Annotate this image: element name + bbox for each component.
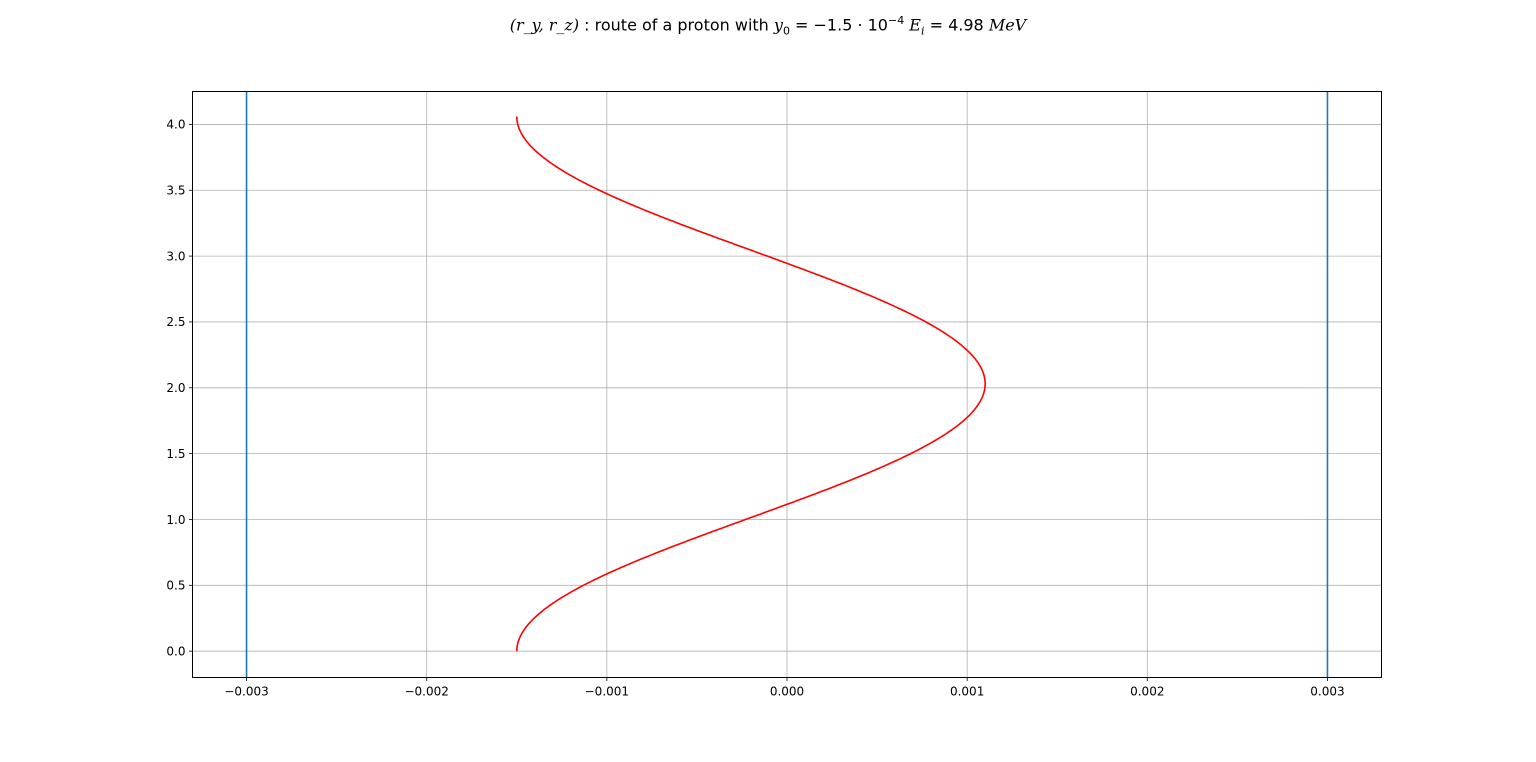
y-tick-label: 2.5 [166,315,185,329]
title-ei-unit: MeV [988,15,1027,35]
x-tick-label: 0.000 [770,685,804,699]
title-sep: : [579,15,595,35]
y-tick-label: 3.0 [166,249,185,263]
title-ei-eq: = 4.98 [924,15,989,35]
y-tick-label: 0.5 [166,579,185,593]
boundary-lines [245,91,1329,678]
y-tick-label: 1.5 [166,447,185,461]
x-tick-label: 0.001 [950,685,984,699]
title-text: route of a proton with [594,15,774,35]
proton-route-line [515,116,986,652]
title-y0-eq: = −1.5 · 10 [789,15,888,35]
title-y0-exp: −4 [887,14,905,27]
title-lhs: (r_y, r_z) [509,15,580,35]
x-tick-label: 0.002 [1130,685,1164,699]
title-ei-symbol: E [909,15,921,35]
x-tick-label: −0.001 [585,685,629,699]
x-tick-label: 0.003 [1310,685,1344,699]
title-ei-sub: i [920,24,925,38]
title-y0-symbol: y [773,15,783,35]
x-tick-label: −0.002 [404,685,448,699]
y-axis: 0.0 0.5 1.0 1.5 2.0 2.5 3.0 3.5 4.0 [166,118,193,658]
grid-lines [192,91,1382,678]
series-group [515,116,986,652]
y-tick-label: 4.0 [166,118,185,132]
x-tick-label: −0.003 [224,685,268,699]
y-tick-label: 2.0 [166,381,185,395]
y-tick-label: 3.5 [166,184,185,198]
y-tick-label: 1.0 [166,513,185,527]
x-axis: −0.003 −0.002 −0.001 0.000 0.001 0.002 0.003 [224,677,1345,699]
title-y0-sub: 0 [782,24,790,38]
y-tick-label: 0.0 [166,644,185,658]
chart-title: (r_y, r_z) : route of a proton with y0 =… [0,14,1536,38]
